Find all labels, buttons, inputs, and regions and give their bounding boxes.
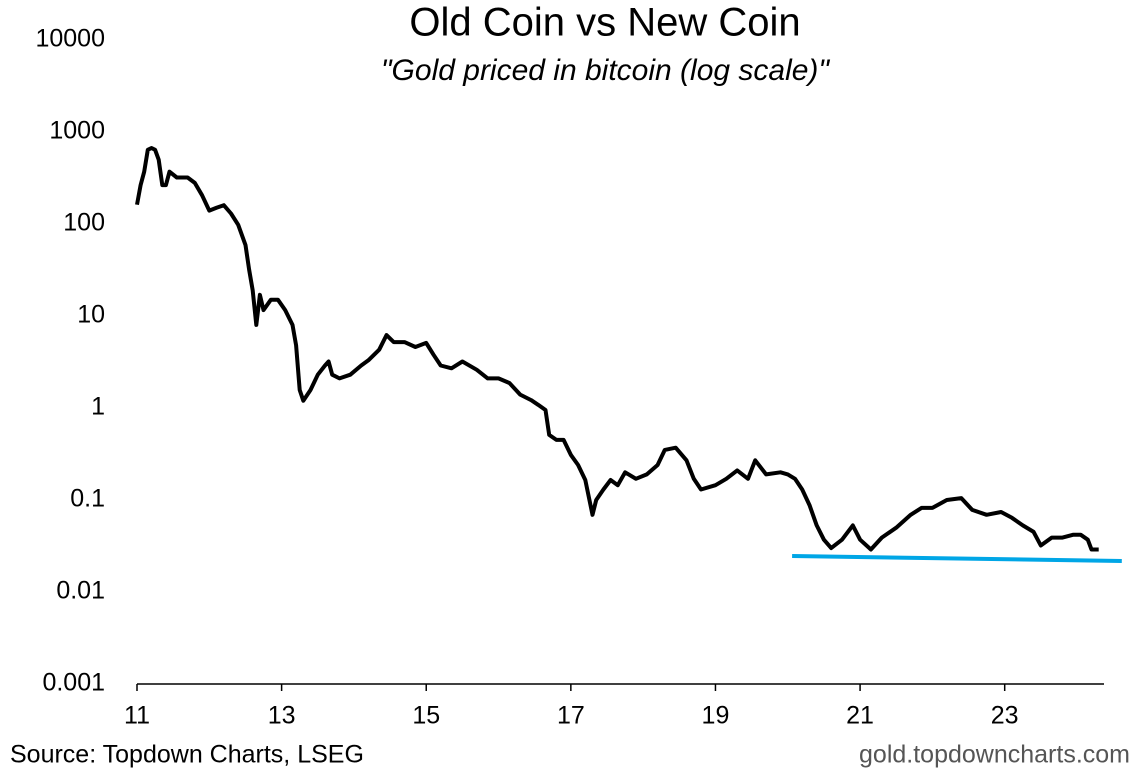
x-tick-label: 13 bbox=[268, 702, 296, 730]
y-tick-label: 100 bbox=[63, 209, 105, 237]
x-tick-label: 11 bbox=[124, 702, 150, 730]
y-tick-label: 10 bbox=[77, 301, 105, 329]
y-tick-label: 0.1 bbox=[70, 485, 105, 513]
y-tick-label: 0.001 bbox=[42, 669, 105, 697]
y-tick-label: 1000 bbox=[49, 117, 105, 145]
source-note: Source: Topdown Charts, LSEG bbox=[10, 741, 364, 769]
chart-subtitle: "Gold priced in bitcoin (log scale)" bbox=[381, 54, 831, 87]
x-tick-label: 23 bbox=[991, 702, 1019, 730]
x-tick-label: 17 bbox=[557, 702, 585, 730]
trend-line bbox=[792, 554, 1122, 563]
x-tick-label: 15 bbox=[412, 702, 440, 730]
y-tick-label: 10000 bbox=[35, 25, 105, 53]
y-tick-label: 0.01 bbox=[56, 577, 105, 605]
chart-title: Old Coin vs New Coin bbox=[409, 1, 800, 45]
y-tick-label: 1 bbox=[91, 393, 105, 421]
data-line bbox=[135, 146, 1099, 552]
x-tick-label: 19 bbox=[702, 702, 730, 730]
x-tick-label: 21 bbox=[846, 702, 874, 730]
watermark: gold.topdowncharts.com bbox=[859, 741, 1130, 769]
